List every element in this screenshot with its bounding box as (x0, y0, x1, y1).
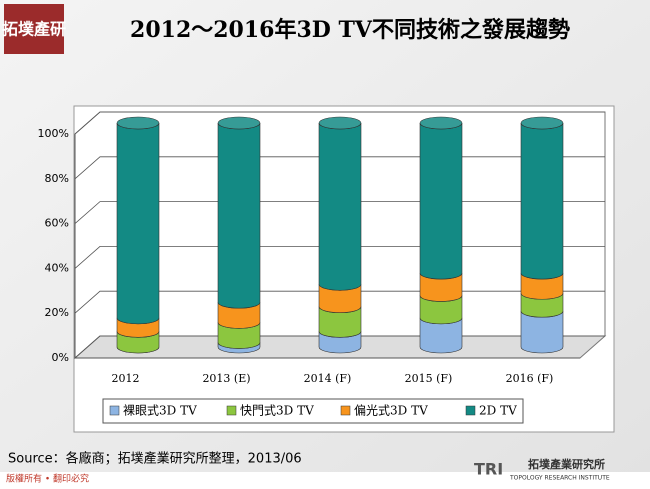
logo: 拓墣產研 (2, 20, 66, 39)
legend-swatch (465, 405, 476, 416)
x-tick-label: 2014 (F) (304, 372, 352, 385)
logo-box (4, 4, 64, 54)
y-tick-label: 80% (45, 172, 69, 185)
legend-box (102, 398, 524, 424)
footer-bar (0, 472, 650, 485)
legend-label: 裸眼式3D TV (123, 403, 197, 418)
x-tick-label: 2013 (E) (202, 372, 250, 385)
brand-mark: TRI (474, 460, 503, 479)
y-tick-label: 60% (45, 217, 69, 230)
legend-swatch (340, 405, 351, 416)
cylinder-segment (318, 122, 362, 291)
y-tick-label: 20% (45, 306, 69, 319)
y-tick-label: 40% (45, 261, 69, 274)
cylinder-segment (520, 122, 564, 280)
cylinder-segment (419, 122, 463, 280)
y-tick-label: 0% (52, 351, 69, 364)
legend-label: 2D TV (479, 404, 517, 418)
brand: 拓墣產業研究所 (528, 457, 605, 471)
source: Source：各廠商；拓墣產業研究所整理，2013/06 (8, 451, 302, 467)
grid-line (74, 111, 605, 135)
cylinder-segment (217, 122, 261, 309)
cylinder-cap (217, 116, 261, 130)
copyright: 版權所有 • 翻印必究 (6, 473, 89, 485)
x-tick-label: 2016 (F) (506, 372, 554, 385)
legend: 裸眼式3D TV 快門式3D TV 偏光式3D TV 2D TV (102, 398, 524, 424)
legend-label: 偏光式3D TV (354, 403, 428, 418)
chart-title: 2012～2016年3D TV不同技術之發展趨勢 (130, 17, 570, 43)
legend-label: 快門式3D TV (240, 404, 314, 418)
brand-sub: TOPOLOGY RESEARCH INSTITUTE (509, 475, 610, 482)
cylinder-cap (520, 116, 564, 130)
x-tick-label: 2012 (112, 372, 140, 385)
x-tick-label: 2015 (F) (405, 372, 453, 385)
legend-swatch (226, 405, 237, 416)
y-tick-label: 100% (38, 127, 69, 140)
cylinder-cap (116, 116, 160, 130)
cylinder-segment (116, 122, 160, 325)
legend-swatch (109, 405, 120, 416)
cylinder-cap (419, 116, 463, 130)
cylinder-cap (318, 116, 362, 130)
